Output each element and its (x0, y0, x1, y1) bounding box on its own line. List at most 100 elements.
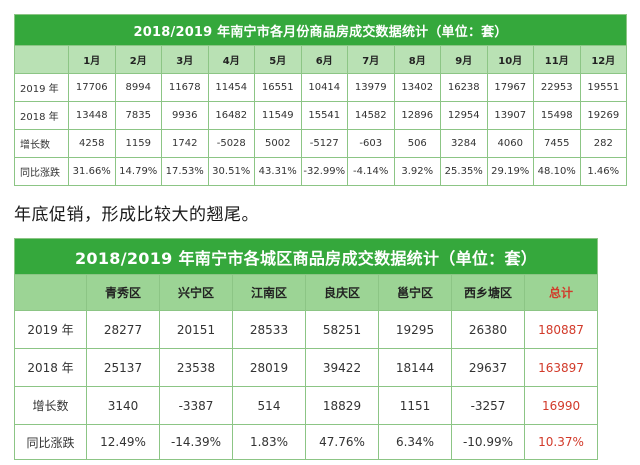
data-cell: 13907 (486, 101, 534, 130)
header-cell (14, 45, 69, 74)
row-label: 增长数 (14, 386, 87, 425)
data-cell: 12954 (440, 101, 488, 130)
data-cell: 14582 (347, 101, 395, 130)
total-cell: 16990 (523, 386, 599, 425)
total-header-cell: 总计 (523, 274, 599, 311)
total-cell: 10.37% (523, 424, 599, 460)
data-cell: -32.99% (300, 157, 348, 186)
data-cell: 18144 (378, 348, 452, 387)
row-label: 同比涨跌 (14, 424, 87, 460)
data-cell: -603 (347, 129, 395, 158)
caption-text: 年底促销，形成比较大的翘尾。 (14, 205, 259, 225)
header-cell: 兴宁区 (159, 274, 233, 311)
data-cell: 26380 (451, 310, 525, 349)
table-row: 同比涨跌 12.49% -14.39% 1.83% 47.76% 6.34% -… (14, 424, 599, 460)
data-cell: 31.66% (68, 157, 116, 186)
table-row: 同比涨跌 31.66% 14.79% 17.53% 30.51% 43.31% … (14, 157, 628, 186)
data-cell: 7455 (533, 129, 581, 158)
data-cell: 1742 (161, 129, 209, 158)
data-cell: 15498 (533, 101, 581, 130)
data-cell: -5127 (300, 129, 348, 158)
header-cell: 6月 (300, 45, 348, 74)
total-cell: 163897 (523, 348, 599, 387)
header-cell: 11月 (533, 45, 581, 74)
data-cell: 282 (579, 129, 628, 158)
header-cell: 邕宁区 (378, 274, 452, 311)
header-cell: 2月 (114, 45, 162, 74)
data-cell: -14.39% (159, 424, 233, 460)
row-label: 增长数 (14, 129, 69, 158)
data-cell: 18829 (305, 386, 379, 425)
table-title: 2018/2019 年南宁市各月份商品房成交数据统计（单位：套） (13, 14, 628, 46)
data-cell: 19295 (378, 310, 452, 349)
header-cell: 1月 (68, 45, 116, 74)
data-cell: 30.51% (207, 157, 255, 186)
data-cell: 19551 (579, 73, 628, 102)
data-cell: 47.76% (305, 424, 379, 460)
data-cell: 11454 (207, 73, 255, 102)
data-cell: 13979 (347, 73, 395, 102)
data-cell: -3387 (159, 386, 233, 425)
data-cell: 17.53% (161, 157, 209, 186)
data-cell: 11678 (161, 73, 209, 102)
row-label: 2019 年 (14, 73, 69, 102)
header-cell: 5月 (254, 45, 302, 74)
table-row: 2018 年 13448 7835 9936 16482 11549 15541… (14, 101, 628, 130)
row-label: 同比涨跌 (14, 157, 69, 186)
data-cell: 3284 (440, 129, 488, 158)
row-label: 2019 年 (14, 310, 87, 349)
table-row: 增长数 4258 1159 1742 -5028 5002 -5127 -603… (14, 129, 628, 158)
table-title-row: 2018/2019 年南宁市各月份商品房成交数据统计（单位：套） (13, 14, 628, 46)
data-cell: 19269 (579, 101, 628, 130)
header-cell: 9月 (440, 45, 488, 74)
data-cell: 506 (393, 129, 441, 158)
data-cell: 43.31% (254, 157, 302, 186)
data-cell: 16482 (207, 101, 255, 130)
data-cell: 13448 (68, 101, 116, 130)
data-cell: -3257 (451, 386, 525, 425)
data-cell: 13402 (393, 73, 441, 102)
data-cell: 39422 (305, 348, 379, 387)
data-cell: 1.83% (232, 424, 306, 460)
header-cell: 12月 (579, 45, 628, 74)
data-cell: 5002 (254, 129, 302, 158)
data-cell: 9936 (161, 101, 209, 130)
data-cell: 1.46% (579, 157, 628, 186)
header-cell: 西乡塘区 (451, 274, 525, 311)
data-cell: 1159 (114, 129, 162, 158)
row-label: 2018 年 (14, 348, 87, 387)
data-cell: 48.10% (533, 157, 581, 186)
data-cell: -5028 (207, 129, 255, 158)
table-header-row: 1月 2月 3月 4月 5月 6月 7月 8月 9月 10月 11月 12月 (14, 45, 628, 74)
header-cell: 江南区 (232, 274, 306, 311)
table-title: 2018/2019 年南宁市各城区商品房成交数据统计（单位：套） (13, 238, 599, 275)
data-cell: 22953 (533, 73, 581, 102)
monthly-sales-table: 2018/2019 年南宁市各月份商品房成交数据统计（单位：套） 1月 2月 3… (13, 14, 628, 186)
data-cell: 3.92% (393, 157, 441, 186)
table-row: 2018 年 25137 23538 28019 39422 18144 296… (14, 348, 599, 387)
district-sales-table: 2018/2019 年南宁市各城区商品房成交数据统计（单位：套） 青秀区 兴宁区… (13, 238, 599, 460)
data-cell: 28277 (86, 310, 160, 349)
data-cell: 12.49% (86, 424, 160, 460)
row-label: 2018 年 (14, 101, 69, 130)
data-cell: 6.34% (378, 424, 452, 460)
data-cell: 20151 (159, 310, 233, 349)
data-cell: 14.79% (114, 157, 162, 186)
data-cell: 15541 (300, 101, 348, 130)
data-cell: 28019 (232, 348, 306, 387)
data-cell: 514 (232, 386, 306, 425)
data-cell: 17967 (486, 73, 534, 102)
data-cell: 11549 (254, 101, 302, 130)
data-cell: 28533 (232, 310, 306, 349)
data-cell: 16238 (440, 73, 488, 102)
data-cell: 3140 (86, 386, 160, 425)
data-cell: 12896 (393, 101, 441, 130)
header-cell: 7月 (347, 45, 395, 74)
data-cell: 29637 (451, 348, 525, 387)
data-cell: 7835 (114, 101, 162, 130)
data-cell: 4258 (68, 129, 116, 158)
data-cell: 23538 (159, 348, 233, 387)
header-cell: 良庆区 (305, 274, 379, 311)
data-cell: -4.14% (347, 157, 395, 186)
data-cell: 1151 (378, 386, 452, 425)
